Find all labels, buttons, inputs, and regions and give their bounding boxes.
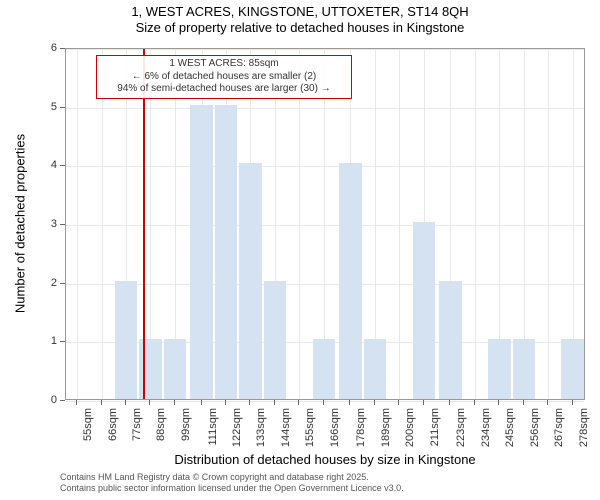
annotation-line: 94% of semi-detached houses are larger (… — [103, 83, 345, 96]
chart-container: 1, WEST ACRES, KINGSTONE, UTTOXETER, ST1… — [0, 0, 600, 500]
footer-attribution: Contains HM Land Registry data © Crown c… — [60, 472, 404, 494]
x-tick-label: 55sqm — [82, 408, 94, 448]
x-tick-label: 155sqm — [304, 408, 316, 448]
plot-area-wrap: 1 WEST ACRES: 85sqm← 6% of detached hous… — [65, 48, 585, 400]
footer-line-1: Contains HM Land Registry data © Crown c… — [60, 472, 404, 483]
histogram-bar — [488, 339, 510, 399]
y-tick-mark — [60, 400, 65, 401]
x-tick-label: 211sqm — [429, 408, 441, 448]
histogram-bar — [339, 163, 361, 399]
x-tick-label: 267sqm — [553, 408, 565, 448]
x-tick-mark — [76, 400, 77, 405]
y-tick-label: 3 — [51, 218, 57, 230]
chart-subtitle: Size of property relative to detached ho… — [0, 20, 600, 36]
y-tick-mark — [60, 283, 65, 284]
x-tick-label: 77sqm — [131, 408, 143, 448]
reference-marker-line — [143, 49, 145, 399]
histogram-bar — [239, 163, 261, 399]
x-axis-label: Distribution of detached houses by size … — [65, 452, 585, 467]
y-tick-mark — [60, 224, 65, 225]
annotation-line: 1 WEST ACRES: 85sqm — [103, 58, 345, 71]
histogram-bar — [215, 105, 237, 399]
histogram-bar — [561, 339, 583, 399]
histogram-bar — [164, 339, 186, 399]
x-tick-mark — [374, 400, 375, 405]
x-tick-label: 200sqm — [404, 408, 416, 448]
gridline-horizontal — [66, 401, 584, 402]
y-tick-mark — [60, 107, 65, 108]
y-tick-label: 5 — [51, 101, 57, 113]
x-tick-label: 256sqm — [529, 408, 541, 448]
x-tick-label: 178sqm — [355, 408, 367, 448]
x-tick-mark — [547, 400, 548, 405]
y-tick-label: 1 — [51, 335, 57, 347]
histogram-bar — [413, 222, 435, 399]
x-tick-mark — [449, 400, 450, 405]
y-tick-mark — [60, 165, 65, 166]
plot-area: 1 WEST ACRES: 85sqm← 6% of detached hous… — [65, 48, 585, 400]
x-tick-mark — [498, 400, 499, 405]
x-tick-label: 278sqm — [578, 408, 590, 448]
x-tick-mark — [101, 400, 102, 405]
x-tick-mark — [201, 400, 202, 405]
histogram-bar — [513, 339, 535, 399]
x-tick-mark — [423, 400, 424, 405]
y-axis-label: Number of detached properties — [13, 64, 28, 384]
x-tick-mark — [249, 400, 250, 405]
x-tick-label: 88sqm — [155, 408, 167, 448]
annotation-line: ← 6% of detached houses are smaller (2) — [103, 71, 345, 84]
x-tick-mark — [572, 400, 573, 405]
x-tick-mark — [274, 400, 275, 405]
y-tick-label: 2 — [51, 277, 57, 289]
y-tick-mark — [60, 341, 65, 342]
x-tick-mark — [149, 400, 150, 405]
histogram-bar — [364, 339, 386, 399]
x-tick-label: 223sqm — [455, 408, 467, 448]
x-tick-mark — [523, 400, 524, 405]
footer-line-2: Contains public sector information licen… — [60, 483, 404, 494]
x-tick-label: 144sqm — [280, 408, 292, 448]
x-tick-mark — [174, 400, 175, 405]
x-tick-mark — [349, 400, 350, 405]
histogram-bar — [115, 281, 137, 399]
y-tick-mark — [60, 48, 65, 49]
histogram-bar — [313, 339, 335, 399]
x-tick-mark — [125, 400, 126, 405]
x-tick-mark — [474, 400, 475, 405]
x-tick-mark — [323, 400, 324, 405]
y-tick-label: 6 — [51, 42, 57, 54]
x-tick-label: 234sqm — [480, 408, 492, 448]
histogram-bar — [439, 281, 461, 399]
x-tick-label: 66sqm — [107, 408, 119, 448]
x-tick-label: 166sqm — [329, 408, 341, 448]
histogram-bar — [190, 105, 212, 399]
histogram-bar — [264, 281, 286, 399]
x-tick-label: 189sqm — [380, 408, 392, 448]
x-tick-label: 99sqm — [180, 408, 192, 448]
x-tick-label: 133sqm — [255, 408, 267, 448]
x-tick-label: 111sqm — [207, 408, 219, 448]
x-tick-mark — [398, 400, 399, 405]
x-tick-label: 122sqm — [231, 408, 243, 448]
x-tick-mark — [298, 400, 299, 405]
x-tick-label: 245sqm — [504, 408, 516, 448]
y-tick-label: 0 — [51, 394, 57, 406]
chart-title: 1, WEST ACRES, KINGSTONE, UTTOXETER, ST1… — [0, 4, 600, 20]
y-tick-label: 4 — [51, 159, 57, 171]
x-tick-mark — [225, 400, 226, 405]
annotation-box: 1 WEST ACRES: 85sqm← 6% of detached hous… — [96, 55, 352, 99]
